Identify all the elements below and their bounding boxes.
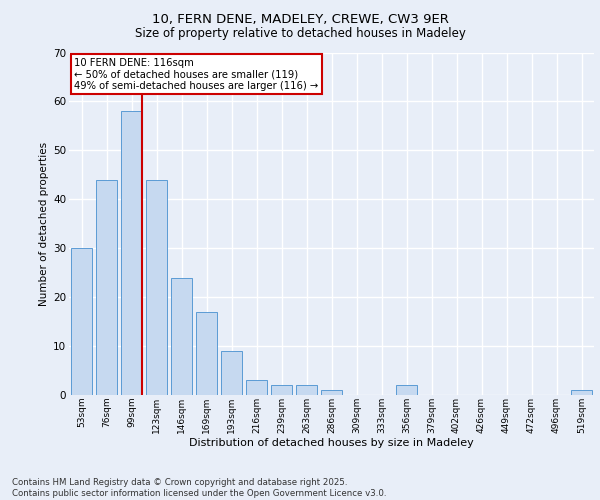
Bar bbox=[221, 351, 242, 395]
Bar bbox=[196, 312, 217, 395]
Bar bbox=[171, 278, 192, 395]
X-axis label: Distribution of detached houses by size in Madeley: Distribution of detached houses by size … bbox=[189, 438, 474, 448]
Bar bbox=[71, 248, 92, 395]
Text: Size of property relative to detached houses in Madeley: Size of property relative to detached ho… bbox=[134, 28, 466, 40]
Y-axis label: Number of detached properties: Number of detached properties bbox=[39, 142, 49, 306]
Bar bbox=[571, 390, 592, 395]
Bar bbox=[296, 385, 317, 395]
Bar bbox=[271, 385, 292, 395]
Text: Contains HM Land Registry data © Crown copyright and database right 2025.
Contai: Contains HM Land Registry data © Crown c… bbox=[12, 478, 386, 498]
Bar bbox=[96, 180, 117, 395]
Bar bbox=[321, 390, 342, 395]
Bar bbox=[246, 380, 267, 395]
Text: 10 FERN DENE: 116sqm
← 50% of detached houses are smaller (119)
49% of semi-deta: 10 FERN DENE: 116sqm ← 50% of detached h… bbox=[74, 58, 319, 91]
Bar bbox=[396, 385, 417, 395]
Bar bbox=[121, 111, 142, 395]
Bar bbox=[146, 180, 167, 395]
Text: 10, FERN DENE, MADELEY, CREWE, CW3 9ER: 10, FERN DENE, MADELEY, CREWE, CW3 9ER bbox=[152, 12, 448, 26]
